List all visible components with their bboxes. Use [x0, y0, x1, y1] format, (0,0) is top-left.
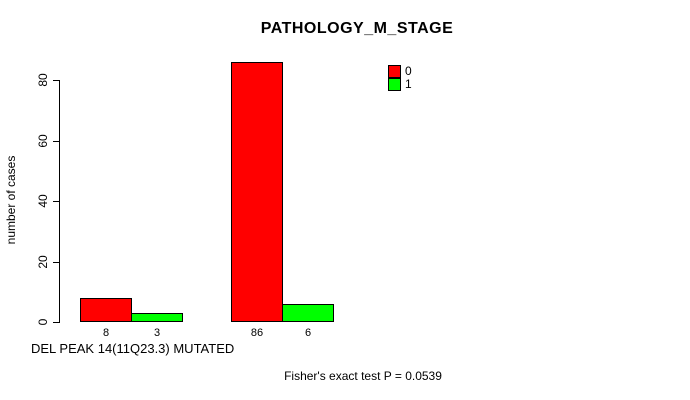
y-axis-tick-label: 20: [36, 255, 50, 269]
legend-swatch-icon: [388, 65, 401, 78]
y-axis-tick: [53, 141, 60, 142]
y-axis-tick: [53, 262, 60, 263]
legend-swatch-icon: [388, 78, 401, 91]
legend-label: 1: [405, 77, 412, 91]
bar-value-label: 86: [250, 327, 264, 339]
legend-label: 0: [405, 64, 412, 78]
bar-value-label: 8: [102, 327, 110, 339]
legend-row: 1: [388, 78, 412, 91]
bar-series-1: [131, 313, 183, 322]
x-axis-label: DEL PEAK 14(11Q23.3) MUTATED: [31, 341, 235, 356]
y-axis-tick: [53, 80, 60, 81]
y-axis-tick-label: 80: [36, 73, 50, 87]
y-axis-tick-label: 60: [36, 134, 50, 148]
chart-title: PATHOLOGY_M_STAGE: [260, 20, 454, 37]
bar-series-1: [282, 304, 334, 322]
y-axis-tick: [53, 201, 60, 202]
y-axis-tick-label: 0: [36, 318, 50, 326]
legend-row: 0: [388, 65, 412, 78]
y-axis-tick: [53, 322, 60, 323]
bar-series-0: [80, 298, 132, 322]
y-axis-tick-label: 40: [36, 194, 50, 208]
bar-value-label: 3: [153, 327, 161, 339]
annotation-text: Fisher's exact test P = 0.0539: [284, 369, 442, 383]
bar-series-0: [231, 62, 283, 322]
bar-value-label: 6: [304, 327, 312, 339]
